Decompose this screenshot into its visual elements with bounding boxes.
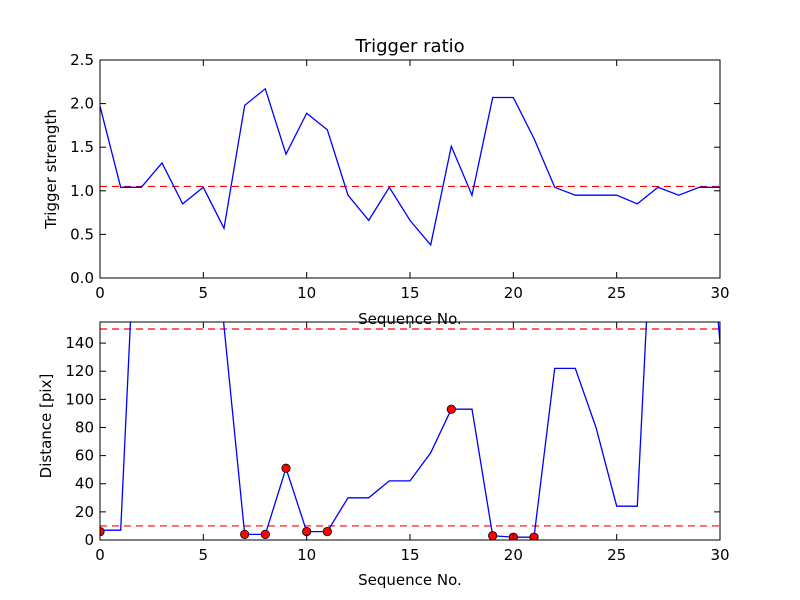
bottom-marker-point: [446, 404, 456, 414]
top-x-tick-label: 30: [710, 284, 729, 302]
bottom-x-axis-label: Sequence No.: [358, 571, 462, 589]
bottom-y-tick-label: 40: [75, 475, 94, 493]
distance-plot: 0 5 10 15 20 25 30 0 20 40 60 80 100 120 140 Sequence …: [37, 321, 730, 589]
top-x-tick-label: 20: [504, 284, 523, 302]
bottom-y-tick-label: 100: [65, 390, 94, 408]
top-series-line-0: [100, 87, 720, 247]
bottom-plot-area: [100, 322, 720, 540]
top-x-tick-label: 10: [297, 284, 316, 302]
bottom-y-axis-label: Distance [pix]: [37, 374, 55, 479]
bottom-x-tick-label: 0: [95, 546, 105, 564]
bottom-x-tick-label: 25: [607, 546, 626, 564]
top-y-tick-label: 1.0: [70, 182, 94, 200]
top-y-tick-label: 2.5: [70, 51, 94, 69]
bottom-marker-point: [260, 529, 270, 539]
bottom-ticks: 0 5 10 15 20 25 30 0 20 40 60 80 100 120 140: [65, 322, 730, 564]
bottom-y-tick-label: 80: [75, 418, 94, 436]
bottom-marker-point: [281, 463, 291, 473]
top-y-tick-label: 0.5: [70, 225, 94, 243]
top-plot-area: [100, 87, 720, 247]
bottom-y-tick-label: 140: [65, 334, 94, 352]
bottom-x-tick-label: 5: [199, 546, 209, 564]
bottom-series-line-0: [100, 322, 720, 538]
bottom-y-tick-label: 120: [65, 362, 94, 380]
top-x-tick-label: 15: [400, 284, 419, 302]
bottom-y-tick-label: 0: [84, 531, 94, 549]
bottom-marker-point: [322, 526, 332, 537]
top-y-tick-label: 1.5: [70, 138, 94, 156]
bottom-marker-point: [488, 531, 498, 540]
top-y-axis-label: Trigger strength: [42, 109, 60, 230]
bottom-marker-point: [240, 529, 250, 539]
bottom-marker-point: [529, 532, 539, 540]
top-x-tick-label: 25: [607, 284, 626, 302]
top-ticks: 0 5 10 15 20 25 30 0.0 0.5 1.0 1.5 2.0 2.5: [70, 51, 729, 302]
trigger-ratio-plot: 0 5 10 15 20 25 30 0.0 0.5 1.0 1.5 2.0 2.5 Trigger r…: [42, 36, 730, 328]
bottom-x-tick-label: 30: [710, 546, 729, 564]
bottom-y-tick-label: 20: [75, 503, 94, 521]
top-x-axis-label: Sequence No.: [358, 310, 462, 328]
bottom-y-tick-label: 60: [75, 447, 94, 465]
bottom-x-tick-label: 10: [297, 546, 316, 564]
bottom-x-tick-label: 15: [400, 546, 419, 564]
top-x-tick-label: 0: [95, 284, 105, 302]
top-chart-title: Trigger ratio: [354, 36, 464, 57]
top-x-tick-label: 5: [199, 284, 209, 302]
top-y-tick-label: 2.0: [70, 95, 94, 113]
top-y-tick-label: 0.0: [70, 269, 94, 287]
bottom-x-tick-label: 20: [504, 546, 523, 564]
